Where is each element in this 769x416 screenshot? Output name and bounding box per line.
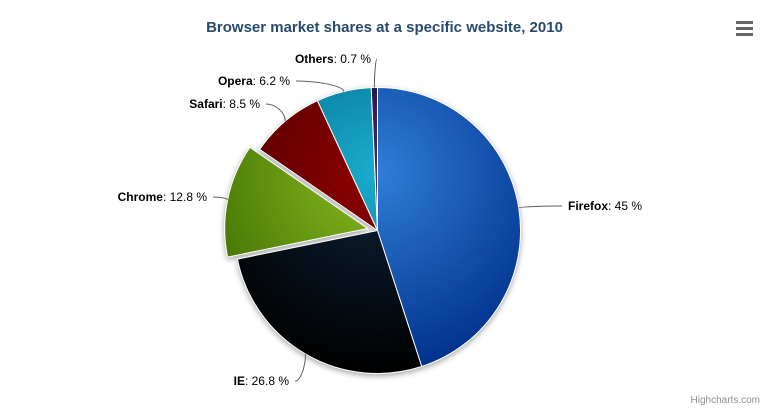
label-connector-others [373, 58, 378, 88]
export-menu-button[interactable] [732, 17, 756, 39]
hamburger-icon [735, 20, 753, 24]
label-connector-ie [294, 353, 306, 382]
pie-slice-chrome[interactable] [224, 146, 369, 258]
pie-slice-firefox[interactable] [377, 87, 521, 367]
pie-slices-group [224, 86, 521, 374]
data-label-others: Others: 0.7 % [295, 52, 371, 66]
data-label-safari: Safari: 8.5 % [189, 97, 260, 111]
label-connector-safari [265, 103, 286, 122]
pie-slice-others[interactable] [370, 86, 378, 231]
label-connector-firefox [518, 205, 563, 209]
data-label-firefox: Firefox: 45 % [568, 199, 642, 213]
hamburger-icon [735, 26, 753, 30]
highcharts-credits-link[interactable]: Highcharts.com [690, 395, 760, 406]
data-label-opera: Opera: 6.2 % [218, 74, 290, 88]
hamburger-icon [735, 32, 753, 36]
label-connector-opera [295, 80, 345, 92]
label-connector-chrome [212, 196, 229, 201]
data-label-chrome: Chrome: 12.8 % [118, 190, 208, 204]
data-label-ie: IE: 26.8 % [234, 374, 290, 388]
data-labels-group: Firefox: 45 % IE: 26.8 % Chrome: 12.8 % Saf… [118, 52, 643, 388]
pie-slice-ie[interactable] [236, 230, 423, 374]
